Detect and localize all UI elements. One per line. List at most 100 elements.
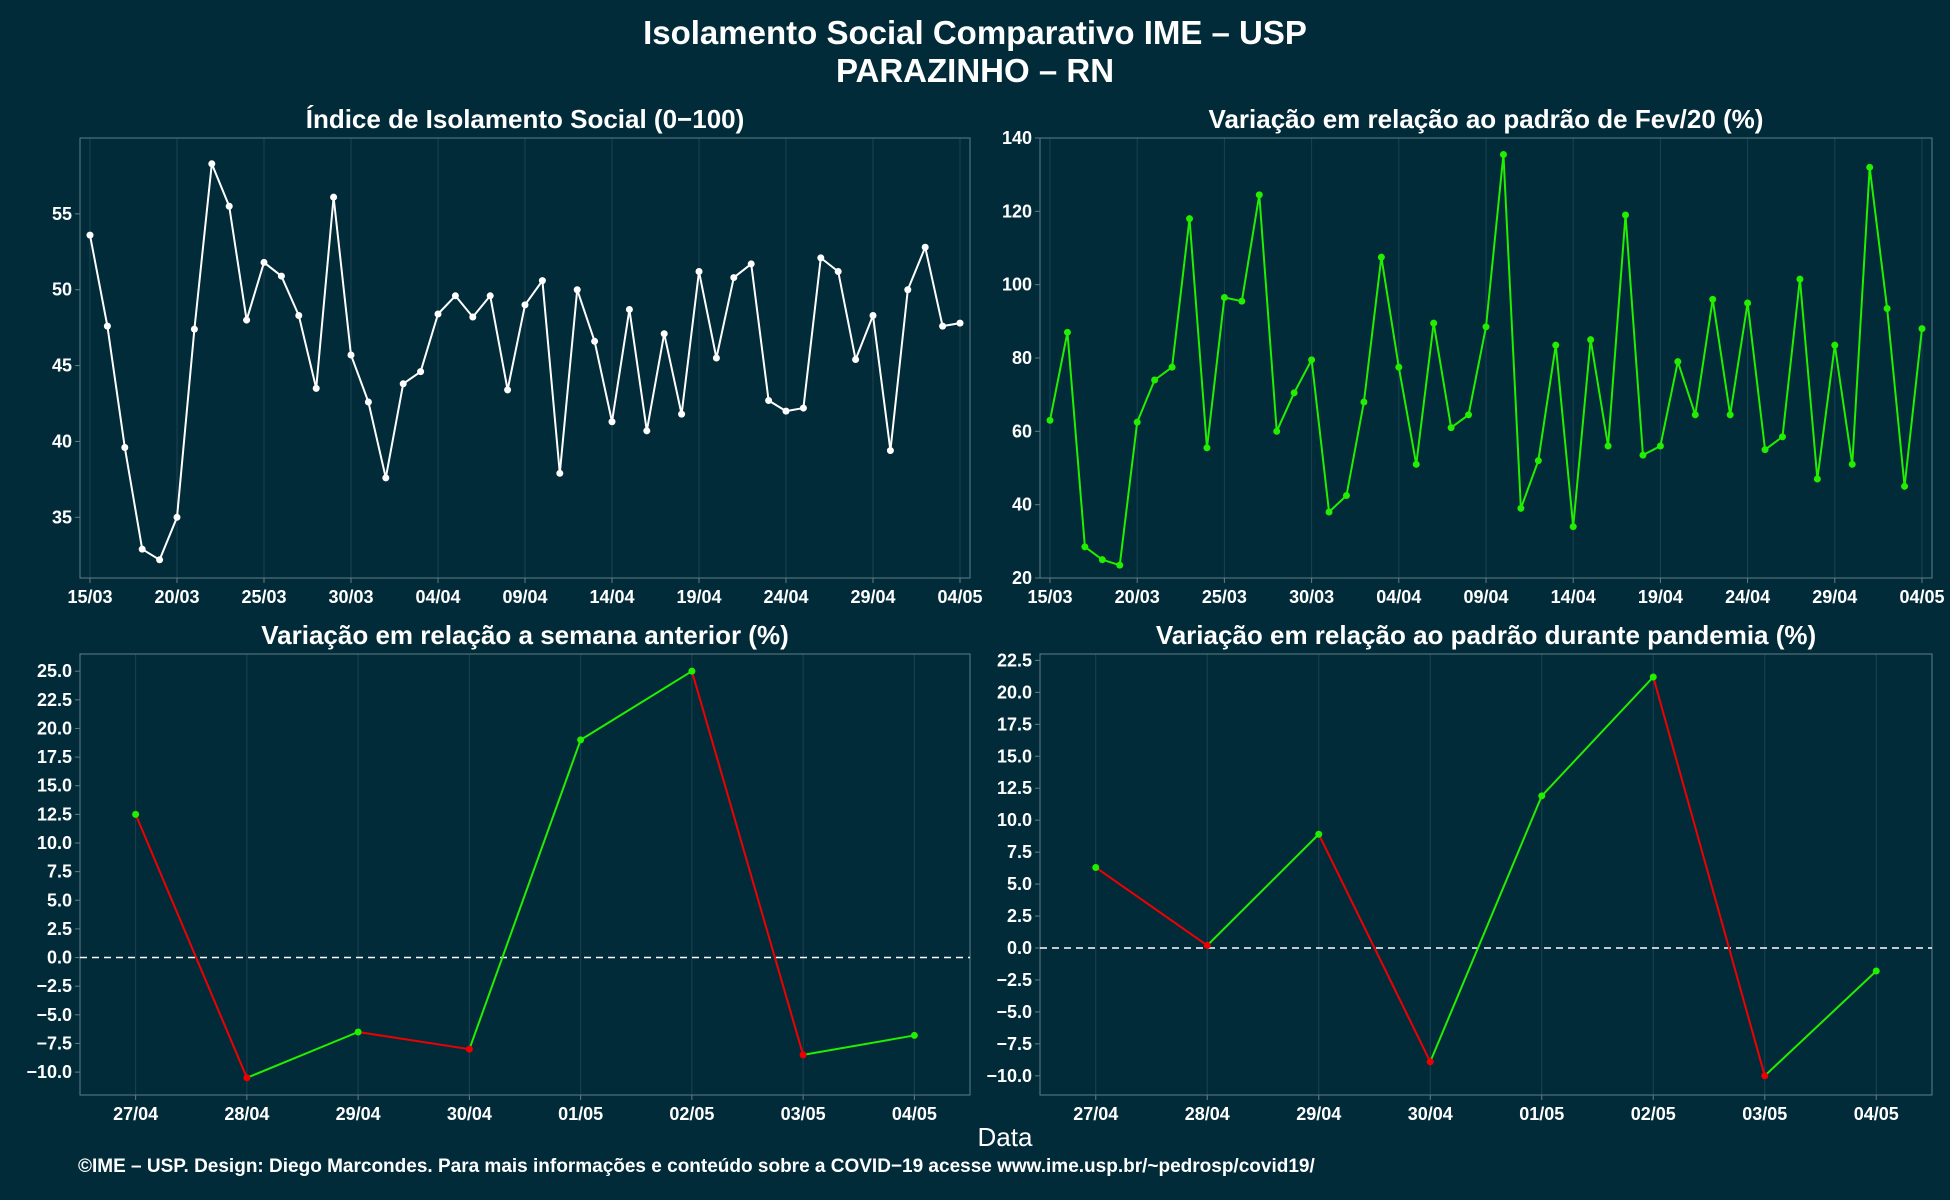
series-segment: [1362, 256, 1383, 403]
y-tick-label: 50: [52, 280, 72, 300]
y-tick-label: 45: [52, 356, 72, 376]
y-tick-label: 25.0: [37, 661, 72, 681]
x-tick-label: 20/03: [1115, 587, 1160, 607]
series-segment: [872, 314, 892, 452]
series-segment: [628, 308, 648, 432]
data-point: [1133, 418, 1141, 426]
data-point: [817, 254, 825, 262]
series-segment: [468, 738, 582, 1051]
series-segment: [1833, 344, 1854, 466]
x-tick-label: 09/04: [1463, 587, 1508, 607]
x-tick-label: 29/04: [1812, 587, 1857, 607]
data-point: [86, 231, 94, 239]
series-segment: [1310, 358, 1331, 513]
data-point: [730, 274, 738, 282]
series-segment: [558, 288, 579, 475]
series-segment: [1345, 401, 1365, 497]
data-point: [712, 354, 720, 362]
data-point: [1465, 411, 1473, 419]
data-point: [1203, 941, 1211, 949]
y-tick-label: 120: [1002, 201, 1032, 221]
series-segment: [593, 340, 613, 423]
y-tick-label: 17.5: [997, 714, 1032, 734]
series-segment: [1136, 379, 1156, 424]
x-tick-label: 15/03: [1027, 587, 1072, 607]
series-segment: [315, 196, 335, 390]
data-point: [695, 268, 703, 276]
data-point: [1499, 151, 1507, 158]
data-point: [799, 404, 807, 412]
data-point: [1569, 523, 1577, 531]
series-segment: [579, 670, 693, 741]
x-tick-label: 03/05: [781, 1104, 826, 1124]
series-segment: [1903, 327, 1923, 488]
series-segment: [524, 279, 544, 306]
data-point: [417, 368, 425, 376]
series-segment: [384, 382, 405, 479]
data-point: [138, 545, 146, 553]
y-tick-label: 100: [1002, 275, 1032, 295]
series-segment: [357, 1031, 471, 1051]
series-segment: [1066, 331, 1086, 548]
data-point: [834, 268, 842, 276]
series-segment: [158, 516, 178, 561]
series-segment: [541, 279, 561, 475]
data-point: [1901, 482, 1909, 490]
y-tick-label: 12.5: [37, 804, 72, 824]
data-point: [1220, 294, 1228, 301]
series-segment: [690, 670, 805, 1056]
y-tick-label: 0.0: [1007, 938, 1032, 958]
y-tick-label: 2.5: [47, 919, 72, 939]
y-tick-label: 12.5: [997, 778, 1032, 798]
y-tick-label: −2.5: [996, 970, 1032, 990]
series-segment: [228, 205, 248, 322]
panel-pandemia: Variação em relação ao padrão durante pa…: [986, 620, 1933, 1124]
data-point: [886, 447, 894, 455]
x-tick-label: 29/04: [1296, 1104, 1341, 1124]
y-tick-label: 22.5: [997, 650, 1032, 670]
series-segment: [1467, 325, 1487, 416]
series-segment: [1171, 217, 1191, 369]
data-point: [1092, 863, 1100, 871]
y-tick-label: 7.5: [1007, 842, 1032, 862]
y-tick-label: 10.0: [37, 833, 72, 853]
series-segment: [645, 332, 666, 432]
series-segment: [89, 234, 109, 328]
data-point: [1674, 358, 1682, 366]
x-tick-label: 20/03: [154, 587, 199, 607]
data-point: [1639, 451, 1647, 459]
data-point: [451, 292, 459, 300]
data-point: [1447, 424, 1455, 432]
series-segment: [123, 446, 144, 551]
y-tick-label: 5.0: [47, 890, 72, 910]
series-segment: [1763, 970, 1878, 1077]
series-segment: [576, 288, 596, 343]
data-point: [1866, 163, 1874, 171]
y-tick-label: 80: [1012, 348, 1032, 368]
data-point: [277, 272, 285, 280]
data-point: [939, 322, 947, 330]
series-segment: [732, 262, 753, 279]
series-segment: [297, 314, 318, 390]
x-tick-label: 30/04: [447, 1104, 492, 1124]
series-segment: [1694, 298, 1714, 416]
data-point: [1342, 492, 1350, 499]
data-point: [1081, 543, 1089, 551]
data-point: [1273, 427, 1281, 435]
x-tick-label: 14/04: [589, 587, 634, 607]
x-tick-label: 24/04: [763, 587, 808, 607]
data-point: [1395, 363, 1403, 371]
data-point: [910, 1031, 918, 1039]
y-tick-label: 17.5: [37, 747, 72, 767]
series-segment: [1554, 344, 1575, 528]
data-point: [1046, 416, 1054, 424]
panel-indice: Índice de Isolamento Social (0−100) 35 40 4…: [52, 104, 983, 607]
data-point: [625, 305, 633, 313]
data-point: [208, 160, 216, 168]
series-segment: [1537, 344, 1557, 462]
series-segment: [367, 401, 387, 479]
data-point: [190, 325, 198, 333]
data-point: [1813, 475, 1821, 483]
series-segment: [1676, 360, 1697, 416]
data-point: [225, 202, 233, 210]
